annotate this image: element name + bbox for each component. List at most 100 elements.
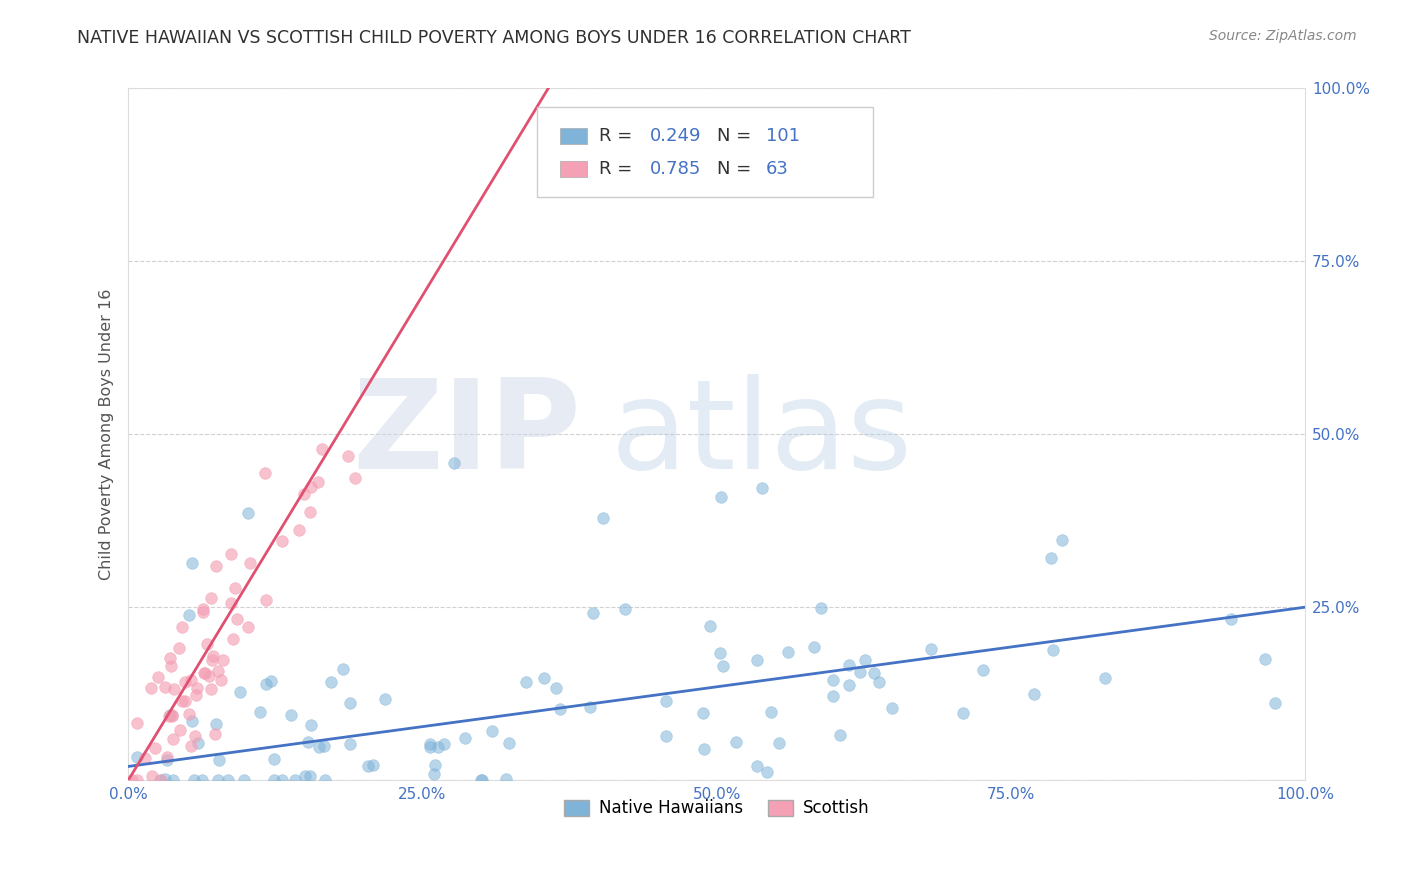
Point (419, 740, 441, 755)
Point (337, 449, 360, 463)
Point (284, 773, 307, 788)
Point (177, 607, 200, 622)
Point (1094, 671, 1116, 685)
Point (207, 773, 229, 788)
Point (187, 736, 209, 750)
Point (191, 773, 214, 788)
Point (201, 653, 224, 667)
Point (294, 768, 316, 782)
Point (280, 707, 302, 722)
Point (869, 674, 891, 689)
Point (180, 556, 202, 570)
Point (759, 705, 782, 719)
Point (224, 581, 246, 595)
Point (141, 681, 163, 695)
Point (711, 658, 734, 673)
Point (186, 681, 208, 695)
Point (862, 665, 884, 680)
Point (357, 759, 380, 773)
Point (710, 490, 733, 504)
Point (495, 772, 517, 787)
Point (339, 737, 361, 751)
Point (184, 688, 207, 702)
Point (613, 601, 636, 615)
Legend: Native Hawaiians, Scottish: Native Hawaiians, Scottish (557, 793, 876, 824)
Point (312, 739, 335, 754)
Point (654, 729, 676, 743)
Point (768, 736, 790, 750)
Point (823, 689, 845, 703)
Point (156, 750, 179, 764)
Point (205, 558, 228, 573)
Point (157, 709, 180, 723)
Point (470, 773, 492, 788)
Point (1220, 612, 1243, 626)
Point (1042, 643, 1064, 657)
Point (1263, 696, 1285, 710)
Point (454, 731, 477, 745)
Point (515, 674, 537, 689)
Point (170, 620, 193, 634)
Point (193, 666, 215, 681)
Point (236, 619, 259, 633)
Point (191, 602, 214, 616)
Point (920, 642, 942, 657)
Point (153, 680, 176, 694)
Point (143, 740, 166, 755)
Point (778, 645, 800, 659)
FancyBboxPatch shape (560, 128, 588, 145)
Point (200, 591, 222, 606)
Point (141, 769, 163, 783)
Point (307, 475, 329, 489)
Point (174, 675, 197, 690)
Point (692, 742, 714, 756)
FancyBboxPatch shape (537, 107, 873, 197)
Point (180, 739, 202, 753)
Point (169, 723, 191, 738)
Point (1052, 533, 1074, 548)
Point (419, 737, 441, 751)
Point (149, 773, 172, 788)
Point (374, 691, 396, 706)
Point (433, 738, 456, 752)
Text: R =: R = (599, 160, 638, 178)
Point (127, 750, 149, 764)
Point (198, 669, 221, 683)
Text: atlas: atlas (610, 374, 912, 494)
Point (422, 767, 444, 781)
Text: 101: 101 (766, 128, 800, 145)
Point (292, 487, 315, 501)
Text: R =: R = (599, 128, 638, 145)
Point (803, 640, 825, 655)
Point (149, 773, 172, 788)
FancyBboxPatch shape (560, 161, 588, 177)
Point (219, 547, 242, 561)
Text: 0.249: 0.249 (650, 128, 702, 145)
Point (159, 651, 181, 665)
Point (163, 681, 186, 696)
Point (299, 479, 322, 493)
Point (1039, 551, 1062, 566)
Point (162, 773, 184, 788)
Point (699, 619, 721, 633)
Point (299, 769, 322, 783)
Point (751, 482, 773, 496)
Point (339, 696, 361, 710)
Point (127, 773, 149, 788)
Point (167, 640, 190, 655)
Point (174, 694, 197, 708)
Point (311, 442, 333, 456)
Point (183, 773, 205, 788)
Point (838, 657, 860, 672)
Point (592, 511, 614, 525)
Point (232, 773, 254, 788)
Text: 0.785: 0.785 (650, 160, 702, 178)
Point (204, 727, 226, 741)
Point (226, 612, 249, 626)
Point (125, 716, 148, 731)
Point (159, 707, 181, 722)
Point (745, 652, 768, 666)
Point (725, 734, 748, 748)
Point (160, 709, 183, 723)
Point (1024, 687, 1046, 701)
